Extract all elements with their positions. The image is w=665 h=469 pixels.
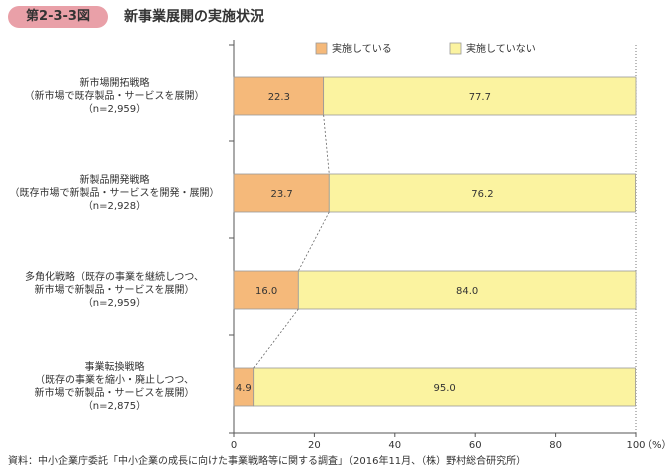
category-label-line: 新製品開発戦略 xyxy=(79,174,150,186)
connector-line xyxy=(323,114,330,175)
category-label-line: （既存の事業を縮小・廃止しつつ、 xyxy=(35,375,194,386)
category-label: 新市場開拓戦略 （新市場で既存製品・サービスを展開） （n=2,959） xyxy=(2,77,227,116)
connector-line xyxy=(297,211,330,272)
data-label-not-implemented: 84.0 xyxy=(456,286,478,297)
category-label-line: （新市場で既存製品・サービスを展開） xyxy=(24,90,205,102)
data-label-not-implemented: 76.2 xyxy=(471,189,493,200)
category-label-line: （n=2,928） xyxy=(82,200,147,212)
category-label-line: （n=2,959） xyxy=(82,103,147,115)
category-label-line: 新市場開拓戦略 xyxy=(79,77,150,89)
x-tick-label: 80 xyxy=(549,440,562,451)
category-label-line: 多角化戦略（既存の事業を継続しつつ、 xyxy=(25,271,204,283)
data-label-implemented: 23.7 xyxy=(271,189,293,200)
data-label-not-implemented: 77.7 xyxy=(469,92,491,103)
bar-not-implemented xyxy=(323,76,637,116)
bar-not-implemented xyxy=(297,270,637,310)
bar-not-implemented xyxy=(253,367,636,407)
figure-title: 新事業展開の実施状況 xyxy=(124,9,264,25)
bar-implemented xyxy=(233,270,299,310)
category-label-line: （n=2,875） xyxy=(82,401,147,412)
data-label-implemented: 22.3 xyxy=(268,92,290,103)
data-label-implemented: 4.9 xyxy=(236,383,252,394)
category-label: 多角化戦略（既存の事業を継続しつつ、 新市場で新製品・サービスを展開） （n=2,9… xyxy=(2,271,227,310)
legend-label: 実施している xyxy=(332,42,392,55)
x-tick-label: 20 xyxy=(308,440,321,451)
category-label: 新製品開発戦略 （既存市場で新製品・サービスを開発・展開） （n=2,928） xyxy=(2,174,227,213)
legend-swatch xyxy=(449,42,462,55)
x-unit-label: （%） xyxy=(642,439,665,451)
category-label-line: 新市場で新製品・サービスを展開） xyxy=(34,388,195,399)
category-label-line: （既存市場で新製品・サービスを開発・展開） xyxy=(9,187,220,199)
category-label: 事業転換戦略 （既存の事業を縮小・廃止しつつ、 新市場で新製品・サービスを展開） （n… xyxy=(2,361,227,413)
source-note: 資料：中小企業庁委託「中小企業の成長に向けた事業戦略等に関する調査」（2016年… xyxy=(8,456,527,467)
x-tick-label: 0 xyxy=(231,440,237,451)
bar-implemented xyxy=(233,76,325,116)
legend-label: 実施していない xyxy=(466,42,536,55)
x-tick-label: 100 xyxy=(626,440,645,451)
bar-not-implemented xyxy=(328,173,636,213)
category-label-line: 事業転換戦略 xyxy=(84,362,145,373)
x-tick-label: 60 xyxy=(469,440,482,451)
data-label-implemented: 16.0 xyxy=(255,286,277,297)
category-label-line: （n=2,959） xyxy=(82,297,147,309)
connector-line xyxy=(253,308,299,369)
data-label-not-implemented: 95.0 xyxy=(434,383,456,394)
bar-implemented xyxy=(233,173,330,213)
category-label-line: 新市場で新製品・サービスを展開） xyxy=(34,284,195,296)
figure-number-badge: 第2-3-3図 xyxy=(8,6,108,28)
legend-swatch xyxy=(315,42,328,55)
x-tick-label: 40 xyxy=(388,440,401,451)
